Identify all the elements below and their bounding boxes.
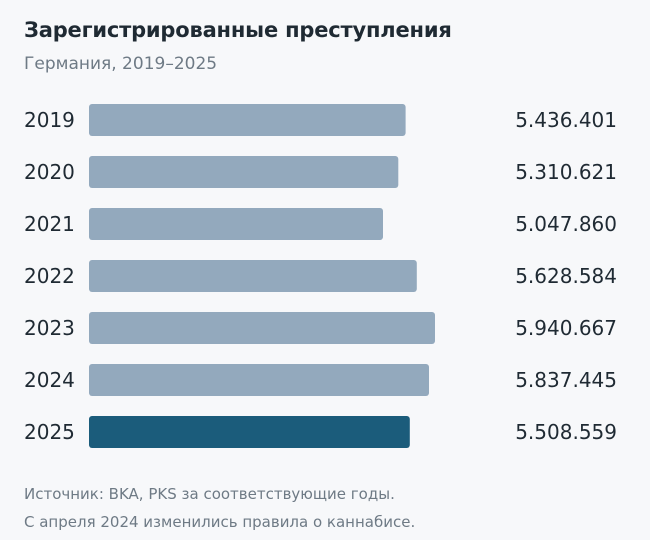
chart-subtitle: Германия, 2019–2025: [24, 54, 218, 74]
bar-2024: [89, 364, 429, 396]
chart-footer: Источник: BKA, PKS за соответствующие го…: [24, 480, 415, 536]
bar-2021: [89, 208, 383, 240]
value-label-2020: 5.310.621: [515, 160, 617, 184]
year-label-2019: 2019: [24, 108, 75, 132]
value-label-2023: 5.940.667: [515, 316, 617, 340]
value-label-2024: 5.837.445: [515, 368, 617, 392]
bar-2020: [89, 156, 399, 188]
year-label-2023: 2023: [24, 316, 75, 340]
value-label-2019: 5.436.401: [515, 108, 617, 132]
year-label-2024: 2024: [24, 368, 75, 392]
source-note: Источник: BKA, PKS за соответствующие го…: [24, 485, 395, 503]
bar-2019: [89, 104, 406, 136]
cannabis-note: С апреля 2024 изменились правила о канна…: [24, 513, 416, 531]
bar-2022: [89, 260, 417, 292]
year-label-2025: 2025: [24, 420, 75, 444]
year-label-2021: 2021: [24, 212, 75, 236]
bar-2023: [89, 312, 435, 344]
year-label-2022: 2022: [24, 264, 75, 288]
value-label-2021: 5.047.860: [515, 212, 617, 236]
bar-2025: [89, 416, 410, 448]
chart-title: Зарегистрированные преступления: [24, 18, 452, 42]
value-label-2022: 5.628.584: [515, 264, 617, 288]
value-label-2025: 5.508.559: [515, 420, 617, 444]
year-label-2020: 2020: [24, 160, 75, 184]
